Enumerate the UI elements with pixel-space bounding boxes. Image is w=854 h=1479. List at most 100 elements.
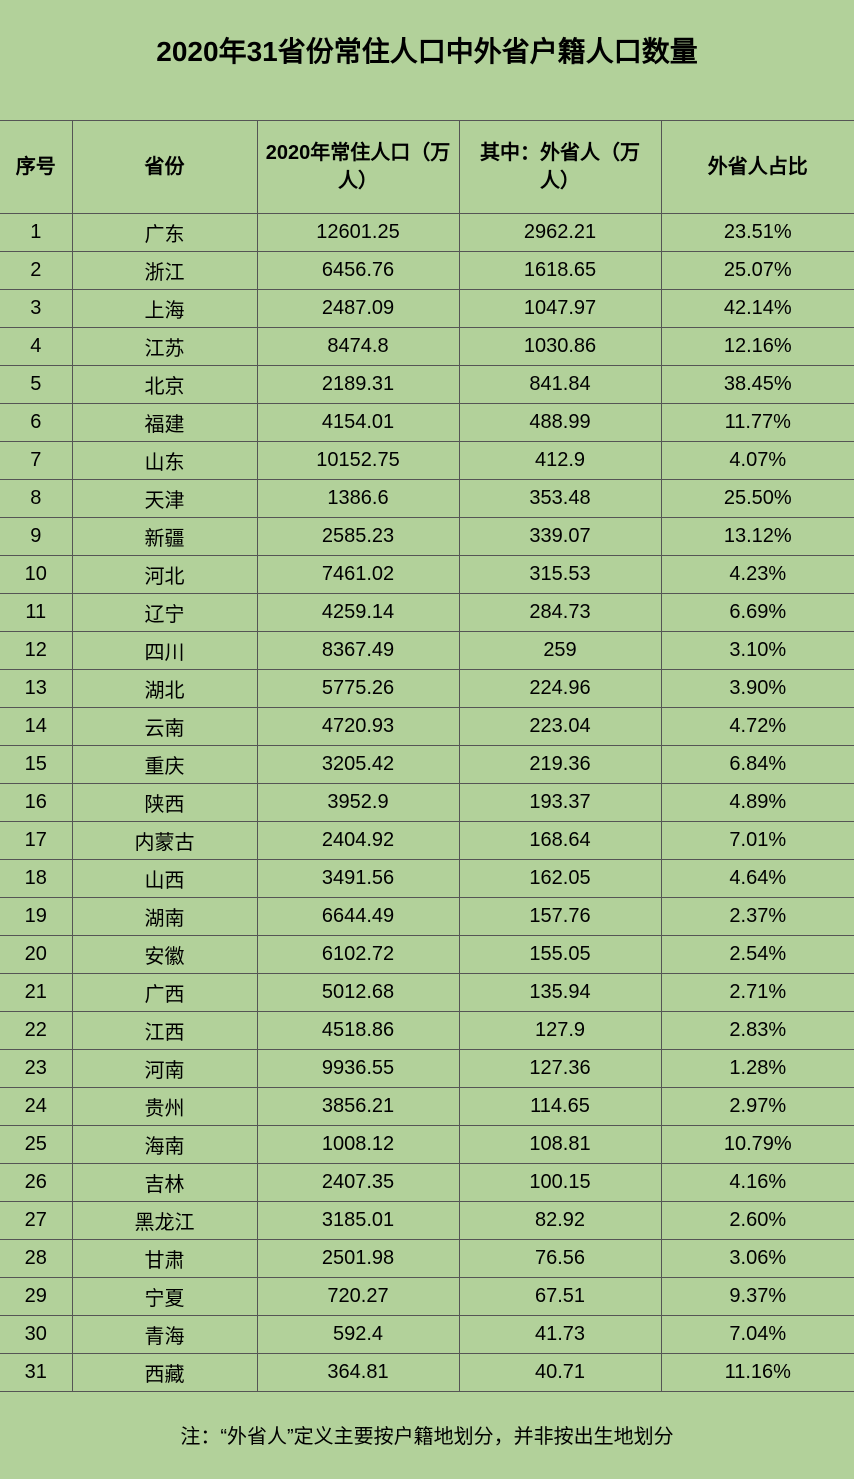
cell-percent: 2.37% <box>661 898 854 936</box>
population-table: 序号 省份 2020年常住人口（万人） 其中：外省人（万人） 外省人占比 1广东… <box>0 120 854 1392</box>
cell-percent: 4.16% <box>661 1164 854 1202</box>
cell-percent: 25.50% <box>661 480 854 518</box>
footnote: 注：“外省人”定义主要按户籍地划分，并非按出生地划分 <box>0 1392 854 1479</box>
cell-population: 4518.86 <box>257 1012 459 1050</box>
cell-population: 2404.92 <box>257 822 459 860</box>
cell-percent: 4.72% <box>661 708 854 746</box>
cell-population: 6456.76 <box>257 252 459 290</box>
cell-outsiders: 127.9 <box>459 1012 661 1050</box>
cell-province: 重庆 <box>72 746 257 784</box>
cell-population: 4259.14 <box>257 594 459 632</box>
table-row: 21广西5012.68135.942.71% <box>0 974 854 1012</box>
table-row: 25海南1008.12108.8110.79% <box>0 1126 854 1164</box>
cell-population: 2487.09 <box>257 290 459 328</box>
cell-idx: 30 <box>0 1316 72 1354</box>
cell-province: 安徽 <box>72 936 257 974</box>
cell-province: 西藏 <box>72 1354 257 1392</box>
cell-idx: 19 <box>0 898 72 936</box>
cell-outsiders: 135.94 <box>459 974 661 1012</box>
cell-percent: 42.14% <box>661 290 854 328</box>
table-row: 27黑龙江3185.0182.922.60% <box>0 1202 854 1240</box>
table-row: 22江西4518.86127.92.83% <box>0 1012 854 1050</box>
cell-outsiders: 412.9 <box>459 442 661 480</box>
table-row: 5北京2189.31841.8438.45% <box>0 366 854 404</box>
cell-idx: 2 <box>0 252 72 290</box>
cell-population: 1008.12 <box>257 1126 459 1164</box>
cell-outsiders: 168.64 <box>459 822 661 860</box>
cell-population: 4720.93 <box>257 708 459 746</box>
cell-population: 6644.49 <box>257 898 459 936</box>
cell-percent: 4.23% <box>661 556 854 594</box>
cell-outsiders: 1030.86 <box>459 328 661 366</box>
table-row: 24贵州3856.21114.652.97% <box>0 1088 854 1126</box>
table-row: 26吉林2407.35100.154.16% <box>0 1164 854 1202</box>
cell-percent: 4.64% <box>661 860 854 898</box>
cell-percent: 9.37% <box>661 1278 854 1316</box>
cell-population: 3491.56 <box>257 860 459 898</box>
cell-province: 天津 <box>72 480 257 518</box>
cell-population: 7461.02 <box>257 556 459 594</box>
cell-province: 辽宁 <box>72 594 257 632</box>
cell-province: 湖北 <box>72 670 257 708</box>
cell-percent: 3.06% <box>661 1240 854 1278</box>
cell-population: 6102.72 <box>257 936 459 974</box>
cell-population: 5012.68 <box>257 974 459 1012</box>
cell-province: 甘肃 <box>72 1240 257 1278</box>
table-row: 20安徽6102.72155.052.54% <box>0 936 854 974</box>
cell-idx: 29 <box>0 1278 72 1316</box>
cell-percent: 23.51% <box>661 214 854 252</box>
table-row: 9新疆2585.23339.0713.12% <box>0 518 854 556</box>
table-row: 16陕西3952.9193.374.89% <box>0 784 854 822</box>
cell-outsiders: 100.15 <box>459 1164 661 1202</box>
col-header-outsiders: 其中：外省人（万人） <box>459 121 661 214</box>
cell-idx: 20 <box>0 936 72 974</box>
cell-outsiders: 224.96 <box>459 670 661 708</box>
cell-population: 5775.26 <box>257 670 459 708</box>
table-row: 19湖南6644.49157.762.37% <box>0 898 854 936</box>
cell-percent: 11.77% <box>661 404 854 442</box>
cell-idx: 8 <box>0 480 72 518</box>
cell-percent: 4.89% <box>661 784 854 822</box>
cell-outsiders: 108.81 <box>459 1126 661 1164</box>
cell-idx: 13 <box>0 670 72 708</box>
cell-province: 海南 <box>72 1126 257 1164</box>
cell-population: 12601.25 <box>257 214 459 252</box>
cell-outsiders: 157.76 <box>459 898 661 936</box>
col-header-index: 序号 <box>0 121 72 214</box>
cell-idx: 18 <box>0 860 72 898</box>
table-row: 7山东10152.75412.94.07% <box>0 442 854 480</box>
cell-province: 新疆 <box>72 518 257 556</box>
cell-idx: 24 <box>0 1088 72 1126</box>
cell-population: 1386.6 <box>257 480 459 518</box>
cell-population: 2501.98 <box>257 1240 459 1278</box>
cell-idx: 31 <box>0 1354 72 1392</box>
cell-population: 3205.42 <box>257 746 459 784</box>
table-header-row: 序号 省份 2020年常住人口（万人） 其中：外省人（万人） 外省人占比 <box>0 121 854 214</box>
cell-percent: 2.60% <box>661 1202 854 1240</box>
cell-province: 江西 <box>72 1012 257 1050</box>
table-row: 8天津1386.6353.4825.50% <box>0 480 854 518</box>
cell-idx: 27 <box>0 1202 72 1240</box>
cell-population: 3856.21 <box>257 1088 459 1126</box>
cell-idx: 6 <box>0 404 72 442</box>
cell-province: 河北 <box>72 556 257 594</box>
table-row: 11辽宁4259.14284.736.69% <box>0 594 854 632</box>
cell-idx: 23 <box>0 1050 72 1088</box>
cell-percent: 1.28% <box>661 1050 854 1088</box>
table-body: 1广东12601.252962.2123.51%2浙江6456.761618.6… <box>0 214 854 1392</box>
cell-percent: 7.01% <box>661 822 854 860</box>
table-row: 17内蒙古2404.92168.647.01% <box>0 822 854 860</box>
cell-population: 2407.35 <box>257 1164 459 1202</box>
cell-idx: 25 <box>0 1126 72 1164</box>
cell-outsiders: 259 <box>459 632 661 670</box>
cell-population: 3185.01 <box>257 1202 459 1240</box>
cell-outsiders: 127.36 <box>459 1050 661 1088</box>
cell-province: 青海 <box>72 1316 257 1354</box>
table-row: 4江苏8474.81030.8612.16% <box>0 328 854 366</box>
cell-idx: 7 <box>0 442 72 480</box>
cell-idx: 17 <box>0 822 72 860</box>
cell-outsiders: 488.99 <box>459 404 661 442</box>
cell-idx: 22 <box>0 1012 72 1050</box>
cell-idx: 11 <box>0 594 72 632</box>
cell-province: 陕西 <box>72 784 257 822</box>
